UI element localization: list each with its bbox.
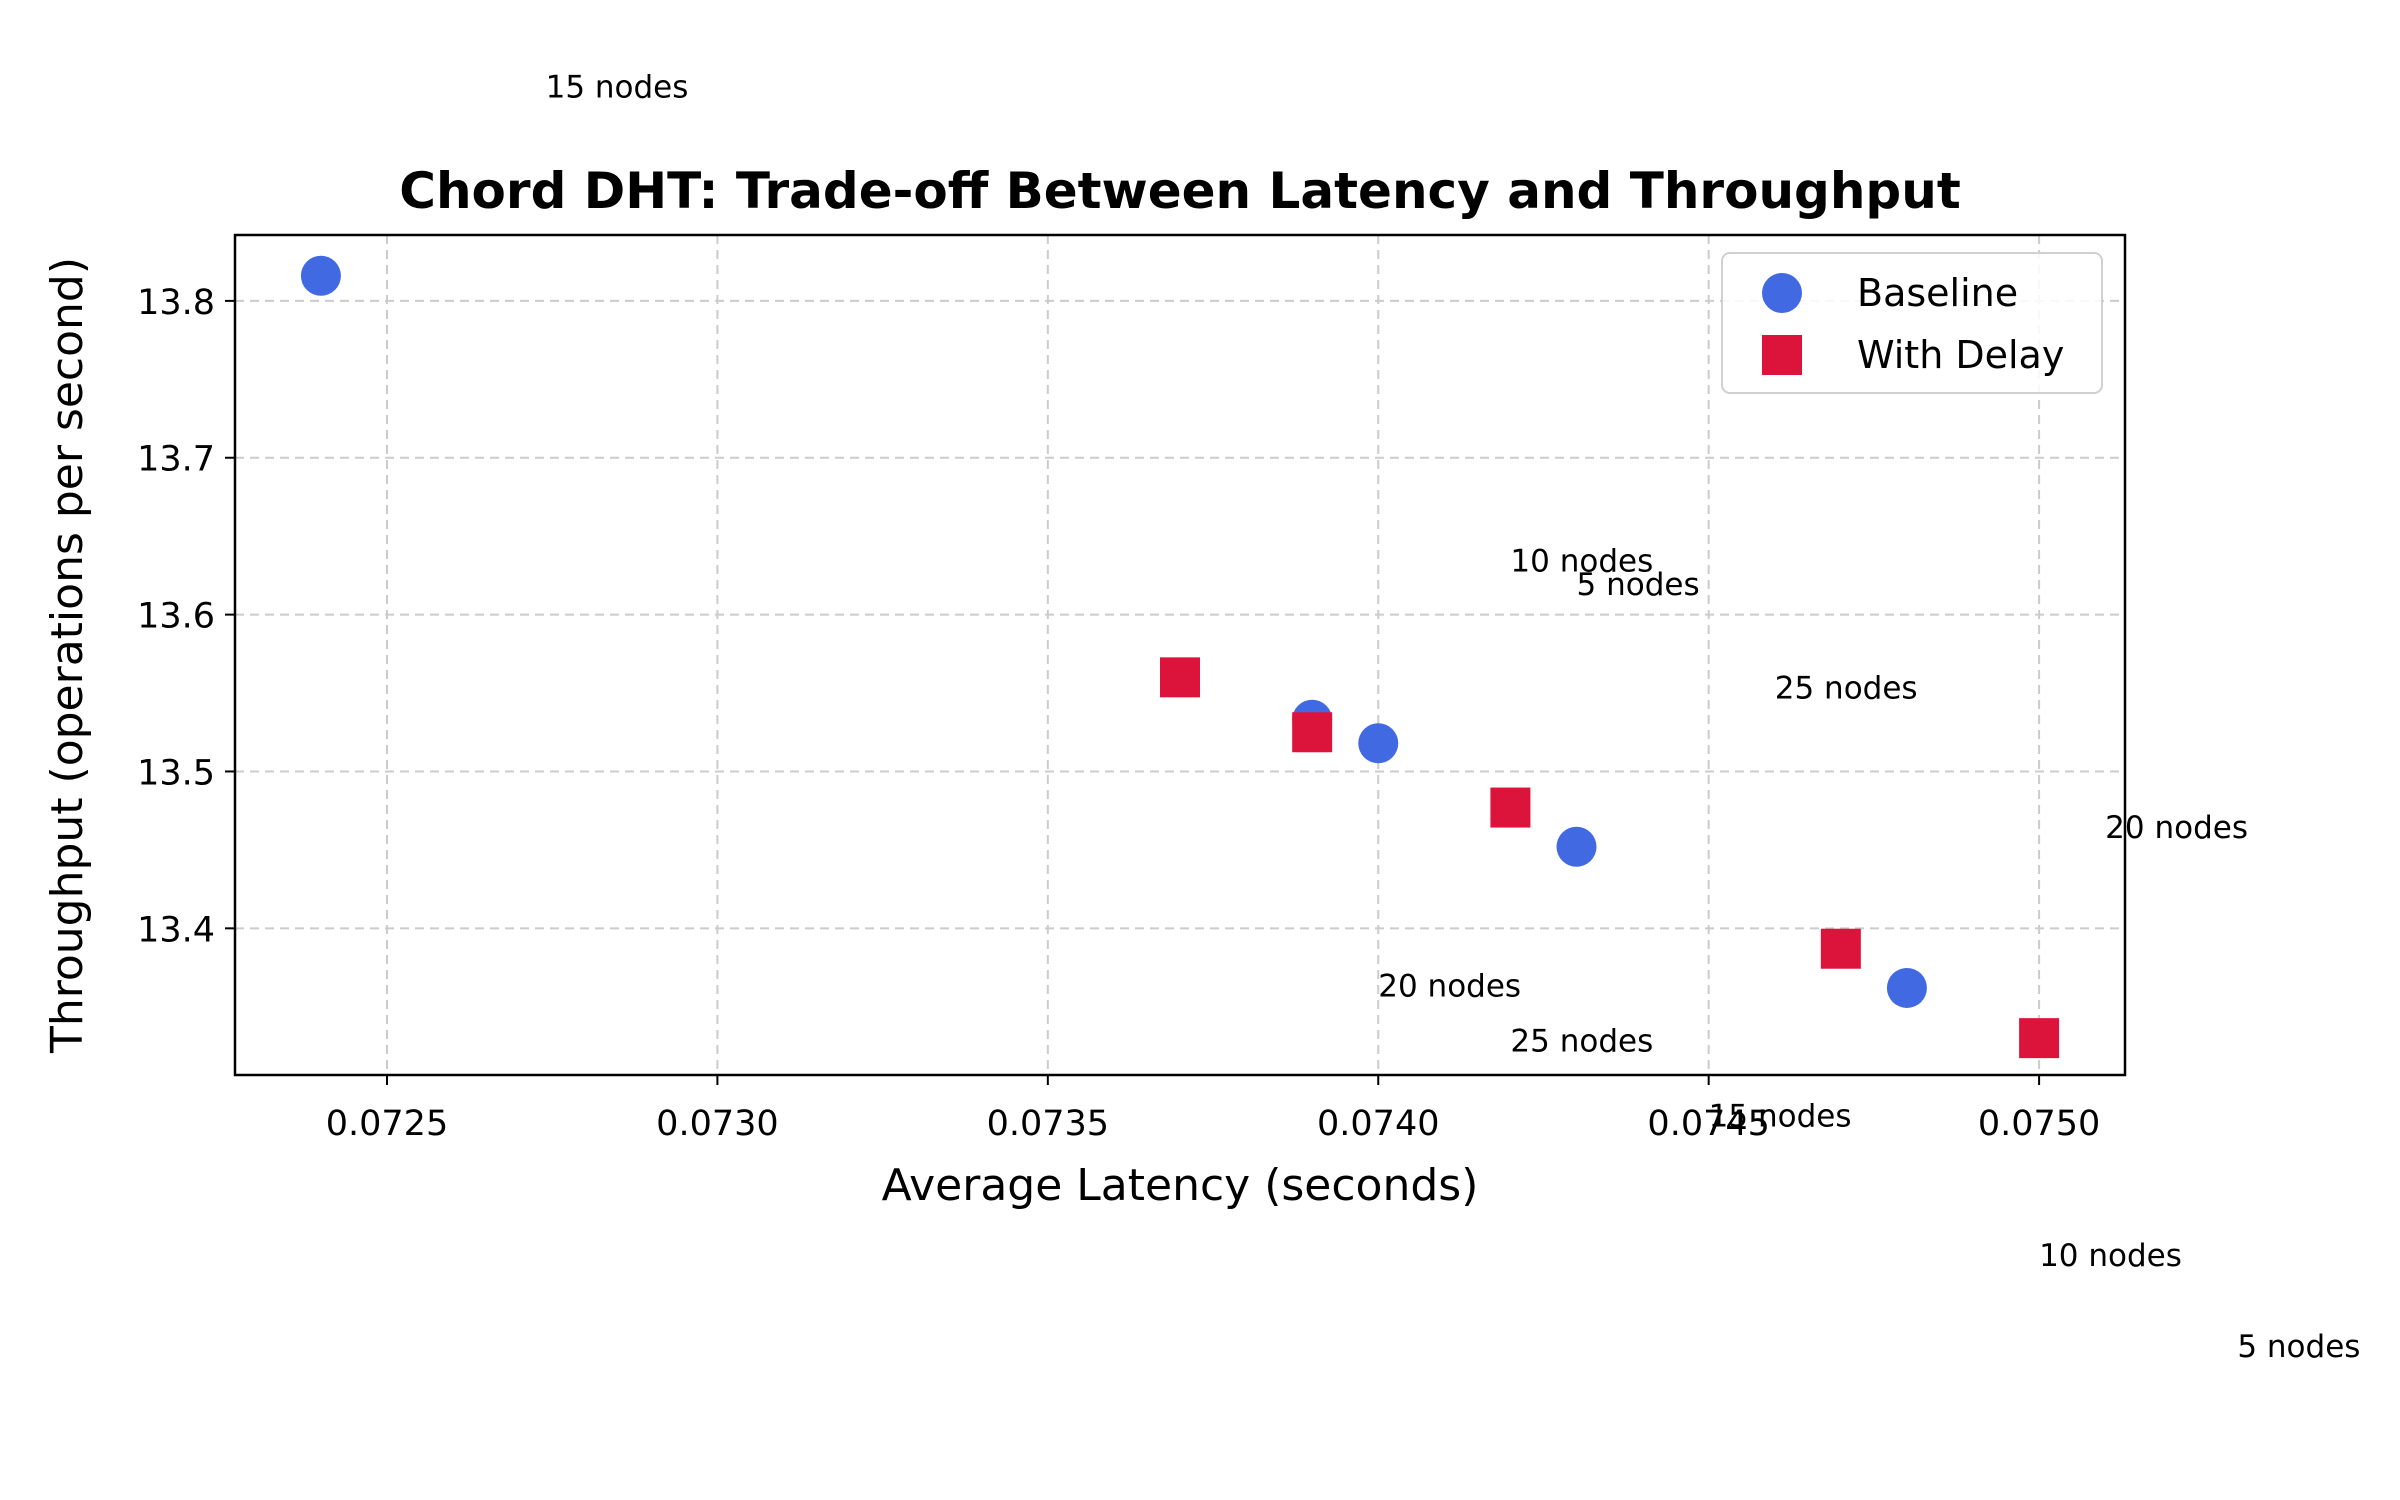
point-annotation: 15 nodes xyxy=(546,70,689,106)
legend-label: With Delay xyxy=(1857,333,2064,377)
legend: Baseline With Delay xyxy=(1721,252,2103,394)
point-annotation: 5 nodes xyxy=(1577,567,1700,603)
x-tick-label: 0.0740 xyxy=(1317,1104,1439,1144)
baseline-point xyxy=(300,255,341,296)
point-annotation: 15 nodes xyxy=(1709,1099,1852,1135)
point-annotation: 25 nodes xyxy=(1775,670,1918,706)
x-tick-label: 0.0745 xyxy=(1647,1104,1769,1144)
point-annotation: 10 nodes xyxy=(2039,1238,2182,1274)
with-delay-point xyxy=(1160,657,1200,698)
x-tick-label: 0.0730 xyxy=(656,1104,778,1144)
with-delay-point xyxy=(1490,787,1531,828)
chart-title: Chord DHT: Trade-off Between Latency and… xyxy=(399,162,1960,220)
with-delay-point xyxy=(1820,928,1861,969)
point-annotation: 20 nodes xyxy=(2105,810,2248,846)
with-delay-point xyxy=(2019,1018,2060,1059)
y-tick-label: 13.5 xyxy=(137,753,215,793)
x-tick-label: 0.0735 xyxy=(987,1104,1109,1144)
legend-label: Baseline xyxy=(1857,271,2018,315)
legend-with-delay-marker xyxy=(1762,335,1802,375)
data-points xyxy=(300,255,2060,1059)
plot-frame xyxy=(233,233,2127,1077)
y-tick-label: 13.8 xyxy=(137,283,215,323)
legend-box xyxy=(1721,252,2103,394)
x-tick-label: 0.0750 xyxy=(1978,1104,2100,1144)
y-tick-label: 13.4 xyxy=(137,910,215,950)
point-annotation: 25 nodes xyxy=(1510,1023,1653,1059)
point-annotation: 10 nodes xyxy=(1510,543,1653,579)
baseline-point xyxy=(1358,723,1399,764)
y-axis-ticks: 13.4 13.5 13.6 13.7 13.8 xyxy=(137,283,235,950)
x-axis-ticks: 0.0725 0.0730 0.0735 0.0740 0.0745 0.0750 xyxy=(326,1075,2100,1144)
x-tick-label: 0.0725 xyxy=(326,1104,448,1144)
baseline-point xyxy=(1886,967,1927,1008)
point-annotation: 5 nodes xyxy=(2237,1329,2360,1365)
grid-lines xyxy=(235,235,2125,1075)
baseline-point xyxy=(1556,826,1597,867)
y-tick-label: 13.6 xyxy=(137,597,215,637)
y-axis-label: Throughput (operations per second) xyxy=(42,257,93,1054)
legend-baseline-marker xyxy=(1762,273,1802,313)
x-axis-label: Average Latency (seconds) xyxy=(882,1160,1479,1211)
with-delay-point xyxy=(1292,712,1333,753)
y-tick-label: 13.7 xyxy=(137,440,215,480)
point-annotation: 20 nodes xyxy=(1378,968,1521,1004)
